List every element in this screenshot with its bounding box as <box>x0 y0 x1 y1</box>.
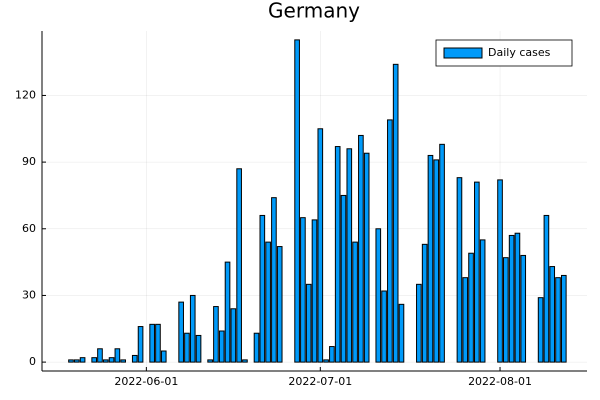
bar <box>560 274 567 363</box>
bar <box>79 357 86 363</box>
bar <box>311 219 318 363</box>
bar <box>276 246 283 363</box>
bar <box>508 234 515 363</box>
bar <box>387 119 393 363</box>
bar <box>474 181 480 363</box>
y-tick-label: 30 <box>22 288 36 301</box>
bar <box>131 354 138 363</box>
bar <box>549 266 556 363</box>
bar <box>207 359 213 363</box>
bar <box>439 143 445 363</box>
bar <box>236 168 242 363</box>
bar <box>340 194 347 363</box>
bar <box>224 261 231 363</box>
bar <box>108 357 115 363</box>
bar <box>398 303 405 363</box>
bar <box>427 154 434 363</box>
bar <box>392 63 399 363</box>
bar <box>462 277 469 363</box>
y-tick-label: 90 <box>22 155 36 168</box>
bar <box>259 214 266 363</box>
bar <box>520 254 527 363</box>
bar <box>346 148 353 363</box>
bar <box>97 348 103 363</box>
bar <box>73 359 80 363</box>
y-tick-label: 60 <box>22 222 36 235</box>
x-tick-label: 2022-07-01 <box>288 375 352 388</box>
bar <box>334 146 341 363</box>
bar <box>137 326 144 363</box>
bar <box>363 152 370 363</box>
bar <box>543 214 550 363</box>
bar <box>189 294 196 363</box>
bar <box>300 217 306 363</box>
bar <box>91 357 97 363</box>
bar <box>218 330 225 363</box>
bar <box>253 332 260 363</box>
bar <box>184 332 190 363</box>
bar <box>265 241 271 363</box>
bar <box>160 350 167 363</box>
bar <box>479 239 486 363</box>
bar <box>149 323 155 363</box>
legend-label: Daily cases <box>488 46 551 59</box>
bar <box>230 308 237 363</box>
bar <box>114 348 121 363</box>
bar <box>537 297 544 363</box>
bar <box>381 290 387 363</box>
bar <box>555 277 561 363</box>
chart-title: Germany <box>268 0 360 23</box>
legend-box <box>435 39 573 67</box>
bar <box>433 159 440 363</box>
bar <box>375 228 382 363</box>
bar <box>155 323 161 363</box>
bar <box>352 241 358 363</box>
bar <box>68 359 74 363</box>
bar <box>358 134 364 363</box>
bar <box>468 252 474 363</box>
bar <box>416 283 422 363</box>
bar <box>120 359 126 363</box>
bar <box>456 177 463 363</box>
bar <box>421 243 428 363</box>
y-tick-label: 0 <box>29 355 36 368</box>
bar <box>329 346 335 363</box>
legend-swatch <box>443 47 483 59</box>
bar <box>497 179 503 363</box>
bar <box>271 197 277 363</box>
bar <box>294 39 300 363</box>
bar <box>323 359 329 363</box>
bar <box>514 232 521 363</box>
bar <box>503 257 509 363</box>
x-tick-label: 2022-06-01 <box>114 375 178 388</box>
y-tick-label: 120 <box>15 88 36 101</box>
bar <box>178 301 184 363</box>
bar <box>102 359 109 363</box>
bar <box>317 128 324 363</box>
bar <box>195 334 202 363</box>
bar <box>242 359 248 363</box>
x-tick-label: 2022-08-01 <box>468 375 532 388</box>
bar <box>305 283 312 363</box>
bar <box>213 306 219 363</box>
